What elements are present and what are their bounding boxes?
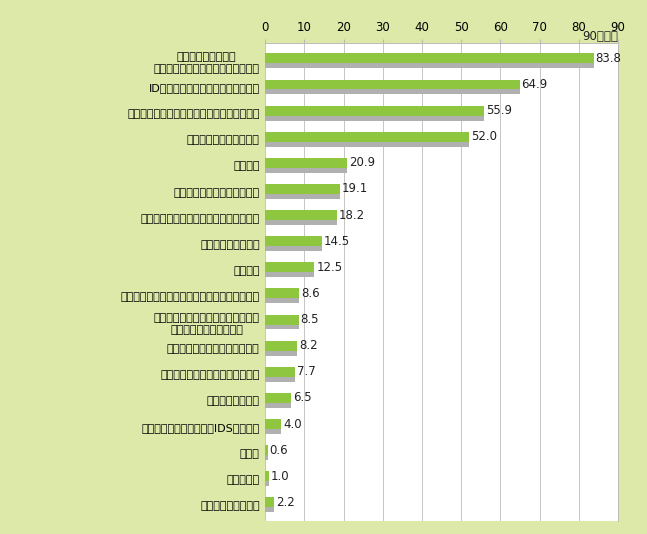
Text: 18.2: 18.2	[338, 209, 365, 222]
Bar	[265, 166, 347, 173]
Bar	[265, 53, 593, 64]
Bar	[265, 453, 268, 460]
Bar	[265, 497, 274, 507]
Text: 14.5: 14.5	[324, 235, 350, 248]
Bar	[265, 106, 485, 115]
Text: 55.9: 55.9	[487, 104, 512, 117]
Text: 6.5: 6.5	[292, 391, 311, 404]
Text: 2.2: 2.2	[276, 496, 294, 509]
Bar	[265, 184, 340, 194]
Text: 8.2: 8.2	[300, 339, 318, 352]
Text: 20.9: 20.9	[349, 156, 375, 169]
Bar	[265, 419, 281, 429]
Bar	[265, 374, 296, 382]
Bar	[265, 158, 347, 168]
Bar	[265, 296, 299, 303]
Bar	[265, 244, 322, 251]
Text: 7.7: 7.7	[298, 365, 316, 378]
Bar	[265, 367, 296, 377]
Bar	[265, 393, 291, 403]
Bar	[265, 472, 269, 481]
Bar	[265, 113, 485, 121]
Bar	[265, 139, 469, 147]
Text: 0.6: 0.6	[270, 444, 288, 457]
Text: 8.5: 8.5	[300, 313, 319, 326]
Bar	[265, 505, 274, 512]
Bar	[265, 236, 322, 246]
Bar	[265, 210, 336, 220]
Bar	[265, 315, 298, 325]
Text: 90（％）: 90（％）	[582, 30, 618, 43]
Bar	[265, 341, 298, 351]
Bar	[265, 192, 340, 199]
Bar	[265, 322, 298, 329]
Bar	[265, 61, 593, 68]
Text: 12.5: 12.5	[316, 261, 342, 274]
Bar	[265, 270, 314, 277]
Bar	[265, 288, 299, 299]
Bar	[265, 80, 520, 90]
Bar	[265, 262, 314, 272]
Bar	[265, 479, 269, 486]
Bar	[265, 400, 291, 408]
Text: 19.1: 19.1	[342, 183, 368, 195]
Bar	[265, 445, 268, 455]
Bar	[265, 87, 520, 95]
Bar	[265, 348, 298, 356]
Text: 83.8: 83.8	[595, 52, 621, 65]
Bar	[265, 132, 469, 142]
Text: 52.0: 52.0	[471, 130, 497, 143]
Bar	[265, 218, 336, 225]
Text: 64.9: 64.9	[521, 78, 548, 91]
Bar	[265, 427, 281, 434]
Text: 1.0: 1.0	[271, 470, 290, 483]
Text: 4.0: 4.0	[283, 418, 302, 430]
Text: 8.6: 8.6	[301, 287, 320, 300]
